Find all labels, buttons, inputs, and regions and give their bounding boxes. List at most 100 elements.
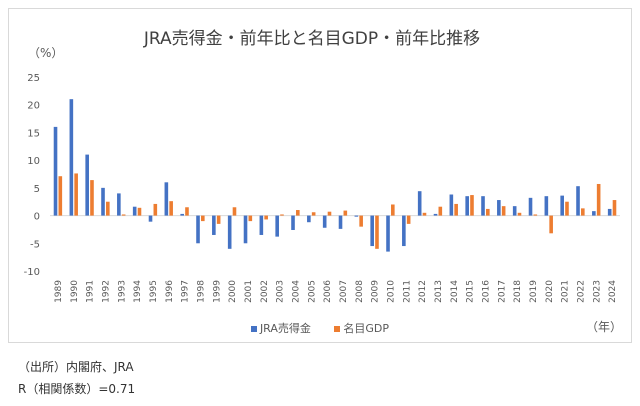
x-tick-label: 2000 (228, 280, 238, 303)
x-tick-label: 2001 (244, 280, 254, 303)
bar-jra (291, 215, 295, 230)
y-tick-label: -10 (24, 267, 40, 278)
bar-gdp (533, 214, 538, 216)
legend-label-jra: JRA売得金 (259, 322, 311, 335)
bar-jra (259, 215, 264, 235)
x-tick-label: 1997 (181, 280, 191, 303)
x-tick-label: 2023 (592, 280, 602, 303)
bar-gdp (501, 206, 506, 216)
bar-gdp (201, 215, 205, 222)
x-tick-label: 2010 (386, 280, 396, 303)
x-tick-label: 2013 (434, 280, 444, 303)
x-tick-label: 1995 (149, 280, 159, 303)
x-axis-unit: （年） (586, 320, 623, 334)
bar-jra (53, 126, 58, 216)
x-tick-label: 2011 (402, 280, 412, 303)
x-tick-label: 1990 (70, 280, 80, 303)
bar-jra (322, 215, 327, 228)
bar-jra (544, 196, 549, 216)
bar-jra (227, 215, 232, 249)
bar-gdp (90, 180, 94, 216)
bar-gdp (517, 212, 522, 216)
x-tick-label: 1991 (86, 280, 96, 303)
bar-gdp (121, 214, 126, 216)
bar-jra (101, 187, 105, 216)
x-tick-label: 2005 (307, 280, 317, 303)
bar-gdp (596, 183, 601, 216)
y-tick-label: -5 (30, 239, 40, 250)
bar-jra (592, 211, 596, 216)
bar-jra (402, 215, 406, 247)
bar-jra (417, 191, 422, 216)
bar-gdp (311, 212, 316, 216)
bar-gdp (391, 204, 395, 216)
bar-gdp (612, 200, 617, 216)
bar-jra (212, 215, 216, 235)
x-tick-label: 2017 (497, 280, 507, 303)
x-tick-label: 1993 (117, 280, 127, 303)
bar-jra (465, 196, 469, 216)
bar-jra (180, 213, 184, 216)
bar-jra (528, 197, 533, 216)
y-tick-label: 25 (27, 73, 40, 84)
bar-gdp (74, 173, 78, 216)
bar-jra (560, 195, 564, 216)
bar-gdp (106, 201, 110, 216)
y-tick-label: 5 (34, 184, 40, 195)
y-tick-label: 20 (27, 101, 40, 112)
bar-jra (85, 154, 89, 216)
bar-gdp (296, 210, 300, 216)
y-tick-label: 10 (27, 156, 40, 167)
x-tick-label: 1998 (196, 280, 206, 303)
x-tick-label: 2020 (545, 280, 555, 303)
x-tick-label: 2014 (450, 280, 460, 303)
x-tick-label: 2007 (339, 280, 349, 303)
legend: JRA売得金 名目GDP (0, 320, 640, 336)
legend-swatch-jra (250, 326, 257, 332)
bar-gdp (470, 195, 474, 216)
x-tick-label: 1992 (101, 280, 111, 303)
x-tick-label: 2003 (276, 280, 286, 303)
correlation-note: R（相関係数）=0.71 (18, 382, 136, 396)
bar-jra (275, 215, 279, 237)
legend-item-gdp: 名目GDP (334, 320, 389, 336)
bar-gdp (486, 208, 490, 216)
x-tick-label: 2009 (371, 280, 381, 303)
bar-jra (164, 182, 169, 216)
legend-label-gdp: 名目GDP (343, 322, 390, 335)
bar-gdp (375, 215, 379, 249)
source-note: （出所）内閣府、JRA (18, 360, 134, 374)
bar-gdp (343, 210, 348, 216)
x-tick-label: 2022 (576, 280, 586, 303)
bar-jra (117, 193, 121, 216)
x-tick-label: 2008 (355, 280, 365, 303)
bar-jra (354, 215, 359, 217)
bar-gdp (185, 207, 189, 216)
bar-jra (607, 208, 612, 216)
bar-jra (512, 206, 517, 216)
bar-jra (69, 99, 74, 216)
bar-gdp (438, 206, 443, 216)
bar-jra (576, 186, 580, 216)
bar-gdp (137, 207, 142, 216)
x-tick-label: 1996 (165, 280, 175, 303)
bar-jra (449, 194, 454, 216)
bar-gdp (422, 212, 427, 216)
bar-jra (386, 215, 390, 252)
bar-jra (148, 215, 153, 222)
x-tick-label: 2019 (529, 280, 539, 303)
legend-item-jra: JRA売得金 (250, 320, 311, 336)
bar-gdp (264, 215, 268, 220)
bar-jra (433, 213, 438, 216)
bar-gdp (406, 215, 411, 224)
bar-gdp (169, 201, 173, 216)
x-tick-label: 2012 (418, 280, 428, 303)
bar-jra (307, 215, 311, 223)
chart-title: JRA売得金・前年比と名目GDP・前年比推移 (143, 29, 481, 49)
bar-gdp (216, 215, 221, 224)
y-axis-unit: （%） (28, 46, 64, 60)
bar-jra (481, 196, 485, 216)
bar-gdp (327, 211, 332, 216)
x-tick-label: 2024 (608, 280, 618, 303)
